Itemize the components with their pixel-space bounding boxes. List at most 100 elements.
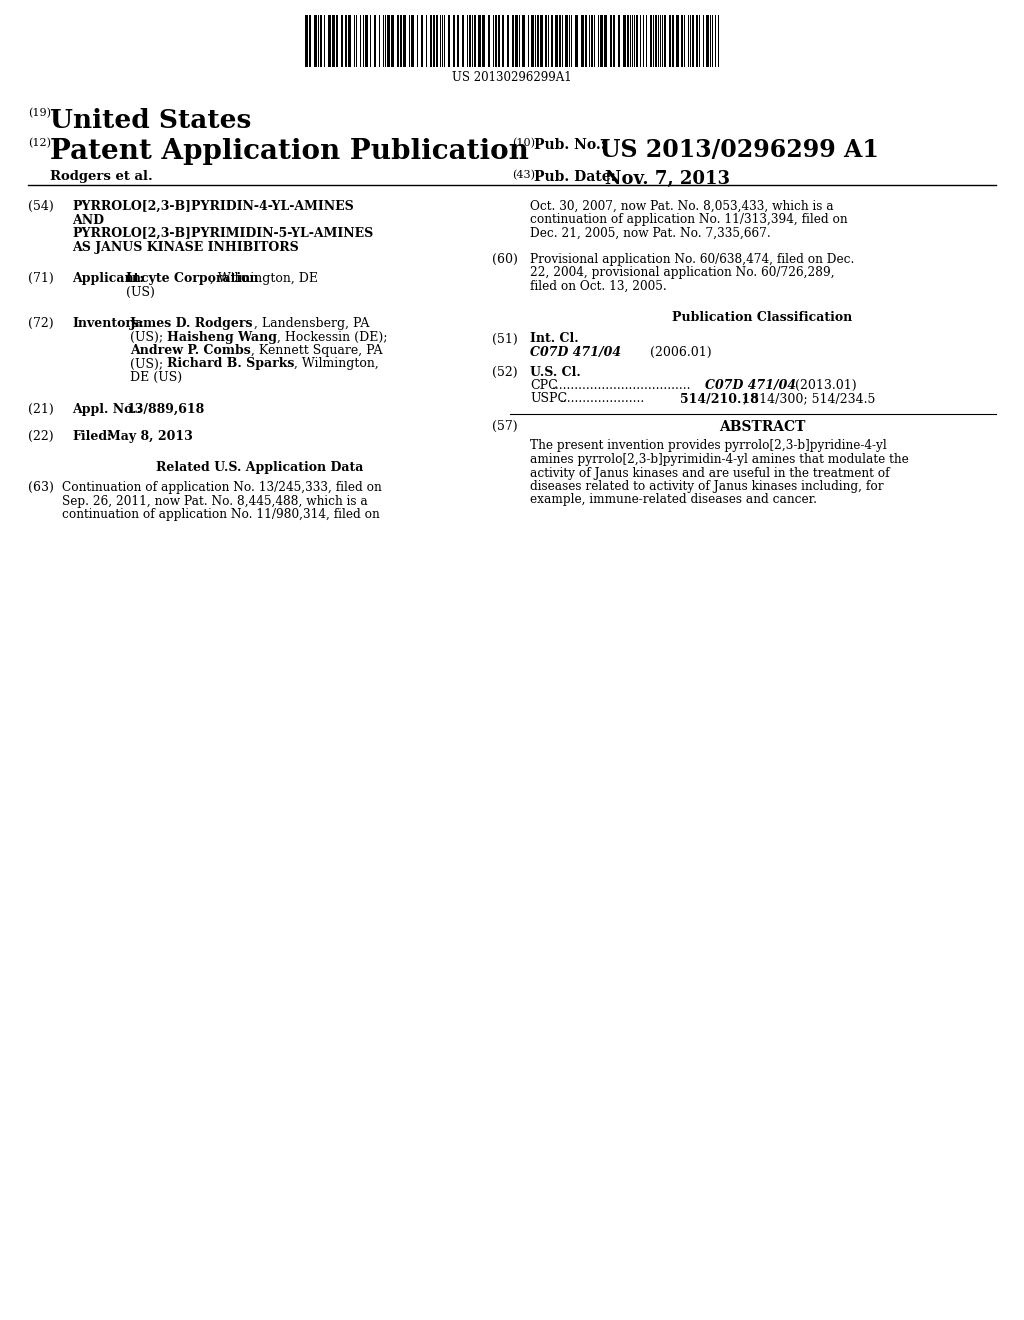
Bar (411, 15, 414, 67)
Bar (565, 15, 568, 67)
Bar (469, 15, 471, 67)
Bar (669, 15, 671, 67)
Text: 13/889,618: 13/889,618 (127, 403, 205, 416)
Bar (581, 15, 584, 67)
Text: activity of Janus kinases and are useful in the treatment of: activity of Janus kinases and are useful… (530, 466, 890, 479)
Text: , Kennett Square, PA: , Kennett Square, PA (251, 345, 382, 356)
Text: (51): (51) (492, 333, 518, 346)
Bar (457, 15, 459, 67)
Text: C07D 471/04: C07D 471/04 (530, 346, 622, 359)
Text: ....................................: .................................... (552, 379, 691, 392)
Text: (19): (19) (28, 108, 51, 119)
Bar (305, 15, 308, 67)
Text: amines pyrrolo[2,3-b]pyrimidin-4-yl amines that modulate the: amines pyrrolo[2,3-b]pyrimidin-4-yl amin… (530, 453, 908, 466)
Text: (2006.01): (2006.01) (650, 346, 712, 359)
Text: Haisheng Wang: Haisheng Wang (167, 330, 278, 343)
Bar (676, 15, 679, 67)
Text: , Hockessin (DE);: , Hockessin (DE); (278, 330, 388, 343)
Bar (655, 15, 657, 67)
Bar (692, 15, 694, 67)
Text: Oct. 30, 2007, now Pat. No. 8,053,433, which is a: Oct. 30, 2007, now Pat. No. 8,053,433, w… (530, 201, 834, 213)
Bar (545, 15, 547, 67)
Text: PYRROLO[2,3-B]PYRIMIDIN-5-YL-AMINES: PYRROLO[2,3-B]PYRIMIDIN-5-YL-AMINES (72, 227, 374, 240)
Bar (591, 15, 593, 67)
Text: Filed:: Filed: (72, 430, 112, 444)
Text: Nov. 7, 2013: Nov. 7, 2013 (605, 170, 730, 187)
Bar (374, 15, 376, 67)
Bar (433, 15, 435, 67)
Bar (540, 15, 543, 67)
Bar (421, 15, 423, 67)
Bar (436, 15, 438, 67)
Text: (US);: (US); (130, 330, 167, 343)
Bar (387, 15, 390, 67)
Text: (43): (43) (512, 170, 535, 181)
Text: AS JANUS KINASE INHIBITORS: AS JANUS KINASE INHIBITORS (72, 240, 299, 253)
Text: , Landensberg, PA: , Landensberg, PA (254, 317, 369, 330)
Bar (672, 15, 674, 67)
Bar (610, 15, 612, 67)
Text: , Wilmington, DE: , Wilmington, DE (210, 272, 318, 285)
Bar (482, 15, 485, 67)
Bar (495, 15, 497, 67)
Text: (US): (US) (126, 285, 155, 298)
Text: May 8, 2013: May 8, 2013 (106, 430, 193, 444)
Text: C07D 471/04: C07D 471/04 (705, 379, 796, 392)
Text: , Wilmington,: , Wilmington, (295, 358, 379, 371)
Bar (345, 15, 347, 67)
Bar (575, 15, 578, 67)
Text: (57): (57) (492, 420, 517, 433)
Bar (462, 15, 464, 67)
Text: US 2013/0296299 A1: US 2013/0296299 A1 (600, 139, 879, 162)
Text: DE (US): DE (US) (130, 371, 182, 384)
Text: Inventors:: Inventors: (72, 317, 143, 330)
Text: The present invention provides pyrrolo[2,3-b]pyridine-4-yl: The present invention provides pyrrolo[2… (530, 440, 887, 453)
Bar (681, 15, 683, 67)
Bar (403, 15, 406, 67)
Text: CPC: CPC (530, 379, 558, 392)
Bar (488, 15, 490, 67)
Text: Richard B. Sparks: Richard B. Sparks (167, 358, 295, 371)
Bar (613, 15, 615, 67)
Bar (618, 15, 620, 67)
Bar (627, 15, 629, 67)
Bar (706, 15, 709, 67)
Text: Related U.S. Application Data: Related U.S. Application Data (157, 462, 364, 474)
Text: Applicant:: Applicant: (72, 272, 144, 285)
Bar (319, 15, 322, 67)
Text: diseases related to activity of Janus kinases including, for: diseases related to activity of Janus ki… (530, 480, 884, 492)
Bar (474, 15, 476, 67)
Text: Int. Cl.: Int. Cl. (530, 333, 579, 346)
Bar (309, 15, 311, 67)
Bar (328, 15, 331, 67)
Text: (52): (52) (492, 366, 517, 379)
Text: (12): (12) (28, 139, 51, 148)
Text: continuation of application No. 11/313,394, filed on: continuation of application No. 11/313,3… (530, 214, 848, 227)
Text: (22): (22) (28, 430, 53, 444)
Text: (US);: (US); (130, 358, 167, 371)
Text: (63): (63) (28, 480, 54, 494)
Text: US 20130296299A1: US 20130296299A1 (453, 71, 571, 84)
Bar (623, 15, 626, 67)
Text: Andrew P. Combs: Andrew P. Combs (130, 345, 251, 356)
Text: USPC: USPC (530, 392, 567, 405)
Bar (400, 15, 402, 67)
Text: (10): (10) (512, 139, 535, 148)
Text: Rodgers et al.: Rodgers et al. (50, 170, 153, 183)
Text: ABSTRACT: ABSTRACT (719, 420, 805, 434)
Bar (636, 15, 638, 67)
Bar (555, 15, 558, 67)
Bar (365, 15, 368, 67)
Text: continuation of application No. 11/980,314, filed on: continuation of application No. 11/980,3… (62, 508, 380, 521)
Bar (449, 15, 450, 67)
Bar (522, 15, 525, 67)
Bar (650, 15, 652, 67)
Text: Patent Application Publication: Patent Application Publication (50, 139, 528, 165)
Text: Publication Classification: Publication Classification (672, 312, 852, 323)
Text: ......................: ...................... (560, 392, 645, 405)
Text: Dec. 21, 2005, now Pat. No. 7,335,667.: Dec. 21, 2005, now Pat. No. 7,335,667. (530, 227, 771, 240)
Text: AND: AND (72, 214, 104, 227)
Bar (585, 15, 587, 67)
Text: Pub. Date:: Pub. Date: (534, 170, 615, 183)
Bar (341, 15, 343, 67)
